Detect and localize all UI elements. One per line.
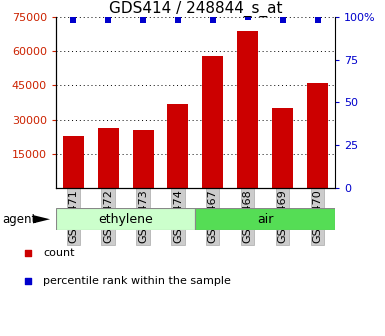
Text: agent: agent <box>2 213 36 226</box>
Point <box>244 14 251 19</box>
Point <box>105 17 111 23</box>
Point <box>25 250 32 256</box>
Text: air: air <box>257 213 273 226</box>
Bar <box>167 103 188 188</box>
Point <box>280 17 286 23</box>
Text: count: count <box>44 248 75 258</box>
Bar <box>195 208 335 230</box>
Title: GDS414 / 248844_s_at: GDS414 / 248844_s_at <box>109 1 282 17</box>
Point <box>140 17 146 23</box>
Point <box>315 17 321 23</box>
Point <box>70 17 76 23</box>
Bar <box>203 56 223 188</box>
Bar <box>98 128 119 188</box>
Polygon shape <box>33 215 50 223</box>
Bar <box>307 83 328 188</box>
Bar <box>237 31 258 188</box>
Bar <box>272 108 293 188</box>
Text: ethylene: ethylene <box>98 213 153 226</box>
Point <box>175 17 181 23</box>
Point <box>210 17 216 23</box>
Text: percentile rank within the sample: percentile rank within the sample <box>44 276 231 286</box>
Point <box>25 278 32 283</box>
Bar <box>56 208 195 230</box>
Bar <box>132 130 154 188</box>
Bar <box>63 136 84 188</box>
